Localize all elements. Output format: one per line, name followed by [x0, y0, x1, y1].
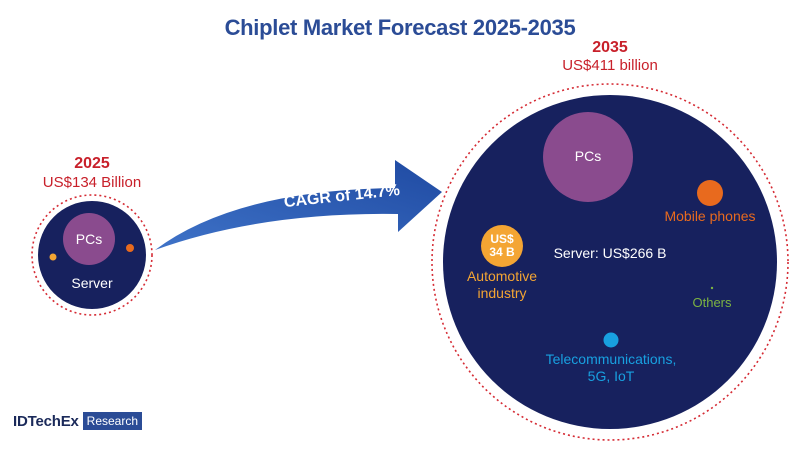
- logo-tag: Research: [82, 412, 143, 430]
- cagr-arrow: [155, 160, 442, 250]
- right-auto-value-line2: 34 B: [489, 245, 515, 259]
- right-auto-label-line1: Automotive: [466, 268, 538, 284]
- right-year: 2035: [592, 39, 628, 56]
- right-amount: US$411 billion: [562, 57, 658, 74]
- right-auto-value-line1: US$: [490, 232, 514, 246]
- left-year: 2025: [74, 155, 110, 172]
- page-title: Chiplet Market Forecast 2025-2035: [224, 15, 576, 40]
- right-telecom-label-line2: 5G, IoT: [587, 368, 635, 384]
- right-server-label: Server: US$266 B: [553, 245, 667, 261]
- right-telecom-label-line1: Telecommunications,: [545, 351, 677, 367]
- right-dashed-ring: [431, 83, 789, 441]
- right-others-dot: [710, 286, 714, 290]
- right-telecom-dot: [603, 332, 619, 348]
- right-market-circle: [443, 95, 777, 429]
- right-mobile-dot: [697, 180, 723, 206]
- logo-brand: IDTechEx: [13, 412, 79, 430]
- left-dashed-ring: [31, 194, 153, 316]
- idtechex-logo: IDTechEx Research: [13, 411, 143, 431]
- left-pcs-bubble: [63, 213, 115, 265]
- right-auto-bubble: [481, 225, 523, 267]
- left-server-label: Server: [71, 275, 113, 291]
- right-others-label: Others: [692, 295, 732, 310]
- right-auto-label-line2: industry: [477, 285, 527, 301]
- right-pcs-label: PCs: [574, 148, 602, 164]
- right-pcs-bubble: [543, 112, 633, 202]
- left-mobile-dot: [126, 244, 134, 252]
- right-mobile-label: Mobile phones: [664, 208, 756, 224]
- left-auto-dot: [49, 253, 57, 261]
- left-pcs-label: PCs: [75, 231, 103, 247]
- left-amount: US$134 Billion: [42, 174, 142, 191]
